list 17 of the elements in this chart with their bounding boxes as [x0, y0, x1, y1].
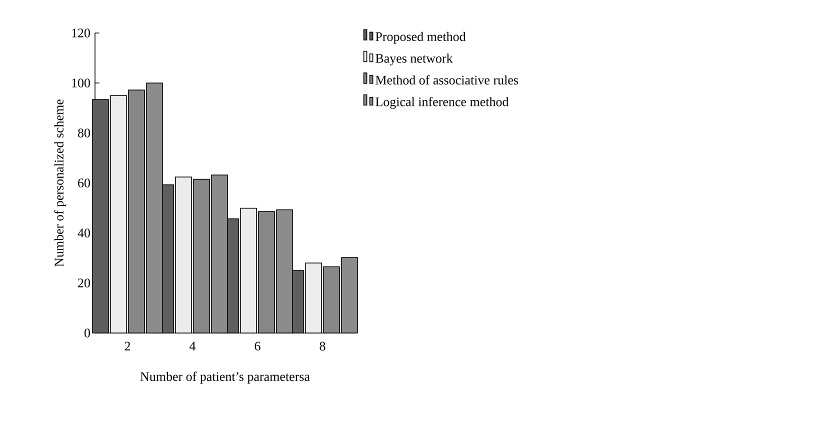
y-tick-label: 120: [72, 28, 90, 38]
y-tick-label: 20: [78, 278, 90, 288]
x-tick-label: 4: [190, 342, 196, 350]
y-tick-label: 80: [78, 128, 90, 138]
x-tick-label: 2: [124, 342, 130, 350]
legend-label: Method of associative rules: [376, 75, 518, 84]
legend-label: Bayes network: [376, 54, 453, 66]
x-axis-title: Number of patient’s parametersa: [140, 372, 310, 384]
legend-label: Logical inference method: [376, 96, 509, 109]
y-tick-label: 60: [78, 178, 90, 188]
y-tick-label: 100: [72, 78, 90, 88]
y-tick-label: 0: [84, 328, 90, 338]
y-tick-label: 40: [78, 228, 90, 238]
legend-label: Proposed method: [376, 32, 466, 44]
x-tick-label: 6: [254, 342, 260, 351]
y-axis-title: Number of personalized scheme: [54, 100, 66, 267]
x-tick-label: 8: [320, 342, 326, 351]
